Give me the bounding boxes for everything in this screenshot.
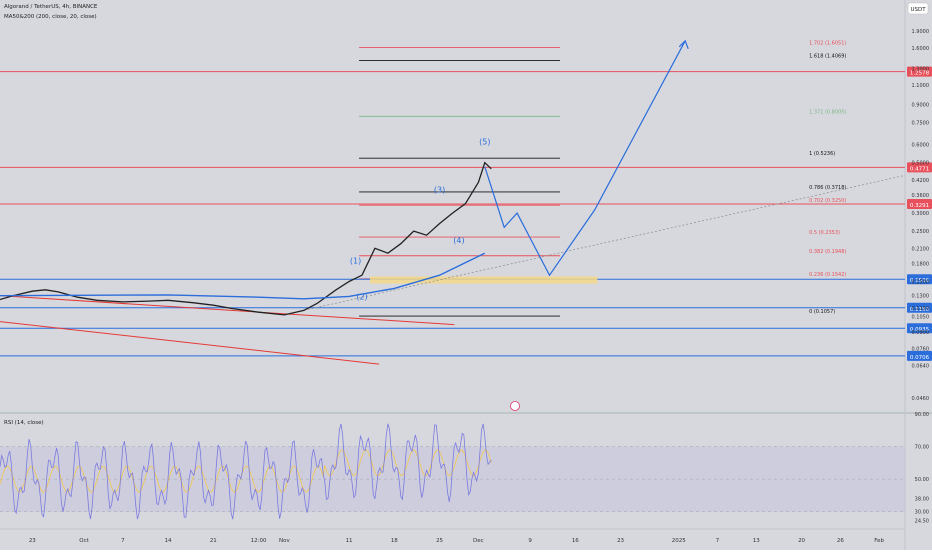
dotted-trendline <box>303 174 906 311</box>
fib-level-label: 0.702 (0.3250) <box>809 198 846 204</box>
rsi-tick-label: 38.00 <box>915 497 929 503</box>
price-tick-label: 0.3600 <box>912 193 930 199</box>
price-tick-label: 0.2100 <box>912 246 930 252</box>
rsi-line <box>0 423 492 520</box>
wave-label: (5) <box>479 138 490 147</box>
price-badge <box>907 350 932 361</box>
time-tick-label: 21 <box>210 538 217 544</box>
time-tick-label: 12:00 <box>251 538 267 544</box>
rsi-tick-label: 30.00 <box>915 510 929 516</box>
fib-level-label: 1.702 (1.6051) <box>809 41 846 47</box>
rsi-tick-label: 90.00 <box>915 412 929 418</box>
price-tick-label: 0.9000 <box>912 103 930 109</box>
time-tick-label: 9 <box>528 538 532 544</box>
trendline-red-lower <box>0 321 380 365</box>
time-tick-label: 23 <box>29 538 36 544</box>
price-tick-label: 1.3000 <box>912 66 930 72</box>
time-tick-label: 23 <box>617 538 624 544</box>
projection-arrow-head <box>678 39 689 49</box>
price-tick-label: 0.1300 <box>912 294 930 300</box>
price-badge-label: 0.1536 <box>910 278 930 284</box>
wave-label: (3) <box>434 185 445 194</box>
price-series-line <box>0 161 492 316</box>
price-badge-label: 0.1150 <box>910 307 930 313</box>
price-badge <box>907 198 932 209</box>
time-tick-label: 18 <box>391 538 398 544</box>
fib-level-label: 0.786 (0.3718) <box>809 185 846 191</box>
time-tick-label: 20 <box>798 538 805 544</box>
rsi-title: RSI (14, close) <box>4 420 44 426</box>
time-tick-label: 2025 <box>672 538 686 544</box>
ma200-line <box>0 252 486 300</box>
price-tick-label: 0.0900 <box>912 330 930 336</box>
price-tick-label: 0.7500 <box>912 121 930 127</box>
projection-path <box>484 40 686 277</box>
price-badge-label: 0.0706 <box>910 355 930 361</box>
time-tick-label: Dec <box>473 538 484 544</box>
fib-level-label: 1 (0.5236) <box>809 151 835 157</box>
price-badge-label: 0.0935 <box>910 327 930 333</box>
fib-level-label: 1.618 (1.4069) <box>809 54 846 60</box>
price-badge-label: 0.4771 <box>910 166 929 172</box>
price-badge-label: 0.3291 <box>910 203 929 209</box>
time-tick-label: 14 <box>165 538 172 544</box>
time-tick-label: 7 <box>121 538 125 544</box>
price-tick-label: 0.2500 <box>912 229 930 235</box>
time-tick-label: Oct <box>79 538 89 544</box>
price-tick-label: 0.3000 <box>912 211 930 217</box>
time-tick-label: 25 <box>436 538 443 544</box>
price-tick-label: 1.6000 <box>912 46 930 52</box>
price-tick-label: 0.1800 <box>912 262 930 268</box>
price-badge <box>907 66 932 77</box>
fib-level-label: 1.371 (0.8005) <box>809 109 846 115</box>
time-tick-label: Feb <box>874 538 884 544</box>
price-tick-label: 0.4200 <box>912 178 930 184</box>
price-badge-label: 1.2578 <box>910 71 930 77</box>
fib-level-label: 0.5 (0.2353) <box>809 230 840 236</box>
time-tick-label: 16 <box>572 538 579 544</box>
rsi-tick-label: 50.00 <box>915 477 929 483</box>
rsi-tick-label: 70.00 <box>915 445 929 451</box>
currency-badge <box>907 2 929 15</box>
trendline-red-upper <box>0 295 455 326</box>
price-tick-label: 0.1500 <box>912 280 930 286</box>
wave-label: (2) <box>356 293 367 302</box>
price-tick-label: 0.6000 <box>912 143 930 149</box>
price-tick-label: 1.1000 <box>912 83 930 89</box>
price-tick-label: 0.1150 <box>912 306 930 312</box>
currency-badge-label: USDT <box>910 7 926 13</box>
rsi-tick-label: 24.50 <box>915 519 929 525</box>
price-tick-label: 0.5000 <box>912 161 930 167</box>
time-tick-label: Nov <box>279 538 290 544</box>
fib-level-label: 0 (0.1057) <box>809 309 835 315</box>
wave-label: (4) <box>453 236 464 245</box>
fib-level-label: 0.236 (0.1542) <box>809 272 846 278</box>
time-tick-label: 7 <box>716 538 720 544</box>
symbol-title: Algorand / TetherUS, 4h, BINANCE <box>4 4 98 10</box>
time-tick-label: 11 <box>346 538 353 544</box>
price-tick-label: 0.1050 <box>912 315 930 321</box>
demand-zone <box>370 276 598 284</box>
time-tick-label: 13 <box>753 538 760 544</box>
lightning-icon[interactable] <box>510 401 520 411</box>
price-tick-label: 0.0460 <box>912 396 930 402</box>
indicator-title: MA50&200 (200, close, 20, close) <box>4 14 97 20</box>
price-badge <box>907 323 932 334</box>
price-badge <box>907 162 932 173</box>
price-badge <box>907 302 932 313</box>
price-badge <box>907 274 932 285</box>
price-tick-label: 0.0640 <box>912 364 930 370</box>
rsi-ma-line <box>0 449 492 493</box>
wave-label: (1) <box>350 257 361 266</box>
time-tick-label: 26 <box>837 538 844 544</box>
price-tick-label: 1.9000 <box>912 29 930 35</box>
price-tick-label: 0.0760 <box>912 347 930 353</box>
fib-level-label: 0.382 (0.1948) <box>809 249 846 255</box>
